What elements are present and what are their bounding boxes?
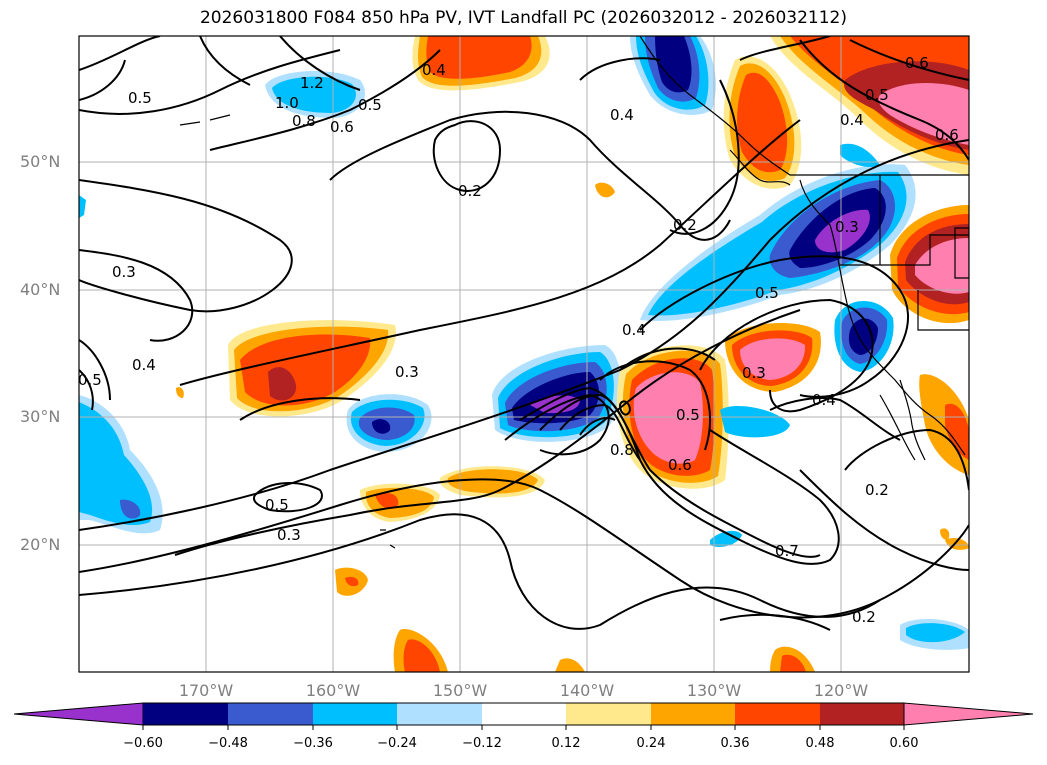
ivt-contours — [79, 36, 969, 631]
contour-label: 0.5 — [265, 496, 289, 514]
contour-label: 0.6 — [668, 456, 692, 474]
contour-label: 0.8 — [292, 112, 316, 130]
contour-label: 0.5 — [676, 406, 700, 424]
contour-label: 0.3 — [277, 526, 301, 544]
colorbar-swatch — [735, 703, 820, 725]
contour-label: 0.5 — [128, 89, 152, 107]
colorbar-tick-label: 0.24 — [636, 736, 666, 751]
contour-label: 0.5 — [358, 96, 382, 114]
colorbar-swatch — [566, 703, 651, 725]
contour-label: 0.7 — [775, 542, 799, 560]
lon-label-140w: 140°W — [559, 681, 615, 700]
contour-label: 0.8 — [610, 441, 634, 459]
colorbar-tick-label: −0.36 — [293, 736, 333, 751]
map-title: 2026031800 F084 850 hPa PV, IVT Landfall… — [199, 8, 847, 28]
colorbar-tick-label: 0.36 — [720, 736, 750, 751]
contour-labels: 0.5 1.2 1.0 0.8 0.6 0.5 0.4 0.4 0.6 0.5 … — [78, 54, 959, 626]
coastlines — [179, 36, 969, 549]
contour-label: 0.3 — [835, 218, 859, 236]
colorbar-tick-label: 0.12 — [551, 736, 581, 751]
contour-label: 0.4 — [610, 106, 634, 124]
colorbar-swatch — [313, 703, 397, 725]
contour-label: 0.5 — [755, 284, 779, 302]
contour-label: 0.4 — [132, 356, 156, 374]
colorbar-tick-label: −0.12 — [462, 736, 502, 751]
pv-anomaly-fills — [79, 36, 969, 672]
colorbar-tick-label: 0.48 — [805, 736, 835, 751]
contour-label: 0.2 — [852, 608, 876, 626]
colorbar-swatch — [228, 703, 313, 725]
lon-label-150w: 150°W — [432, 681, 488, 700]
lon-label-120w: 120°W — [813, 681, 869, 700]
colorbar-swatch — [397, 703, 482, 725]
colorbar — [13, 702, 1034, 730]
contour-label: 1.2 — [300, 74, 324, 92]
colorbar-swatch — [143, 703, 228, 725]
contour-label: 0.6 — [935, 126, 959, 144]
plot-area: 0.5 1.2 1.0 0.8 0.6 0.5 0.4 0.4 0.6 0.5 … — [78, 36, 969, 672]
plot-frame — [78, 35, 970, 673]
grid-lines — [79, 36, 969, 672]
contour-label: 0.3 — [112, 263, 136, 281]
colorbar-tick-label: −0.24 — [377, 736, 417, 751]
contour-label: 0.4 — [840, 111, 864, 129]
contour-label: 0.6 — [330, 118, 354, 136]
colorbar-swatch — [903, 702, 1034, 726]
contour-label: 0.2 — [673, 216, 697, 234]
lat-label-20n: 20°N — [20, 535, 61, 554]
colorbar-swatch — [820, 703, 904, 725]
contour-label: 0.4 — [422, 61, 446, 79]
lon-label-160w: 160°W — [305, 681, 361, 700]
contour-label: 0.4 — [812, 391, 836, 409]
colorbar-swatch — [651, 703, 735, 725]
lat-label-30n: 30°N — [20, 407, 61, 426]
colorbar-tick-label: −0.48 — [208, 736, 248, 751]
lon-label-130w: 130°W — [686, 681, 742, 700]
lon-label-170w: 170°W — [178, 681, 234, 700]
contour-label: 0.5 — [865, 86, 889, 104]
colorbar-swatch — [13, 702, 144, 726]
contour-label: 0.3 — [742, 364, 766, 382]
colorbar-tick-label: −0.60 — [123, 736, 163, 751]
contour-label: 0.2 — [458, 182, 482, 200]
lat-label-40n: 40°N — [20, 280, 61, 299]
contour-label: 0.2 — [865, 481, 889, 499]
colorbar-tick-label: 0.60 — [889, 736, 919, 751]
colorbar-swatch — [482, 703, 566, 725]
contour-label: 0.3 — [395, 363, 419, 381]
contour-label: 0.6 — [905, 54, 929, 72]
lat-label-50n: 50°N — [20, 152, 61, 171]
contour-label: 0.4 — [622, 321, 646, 339]
contour-label: 0.5 — [78, 371, 102, 389]
contour-label: 1.0 — [275, 94, 299, 112]
